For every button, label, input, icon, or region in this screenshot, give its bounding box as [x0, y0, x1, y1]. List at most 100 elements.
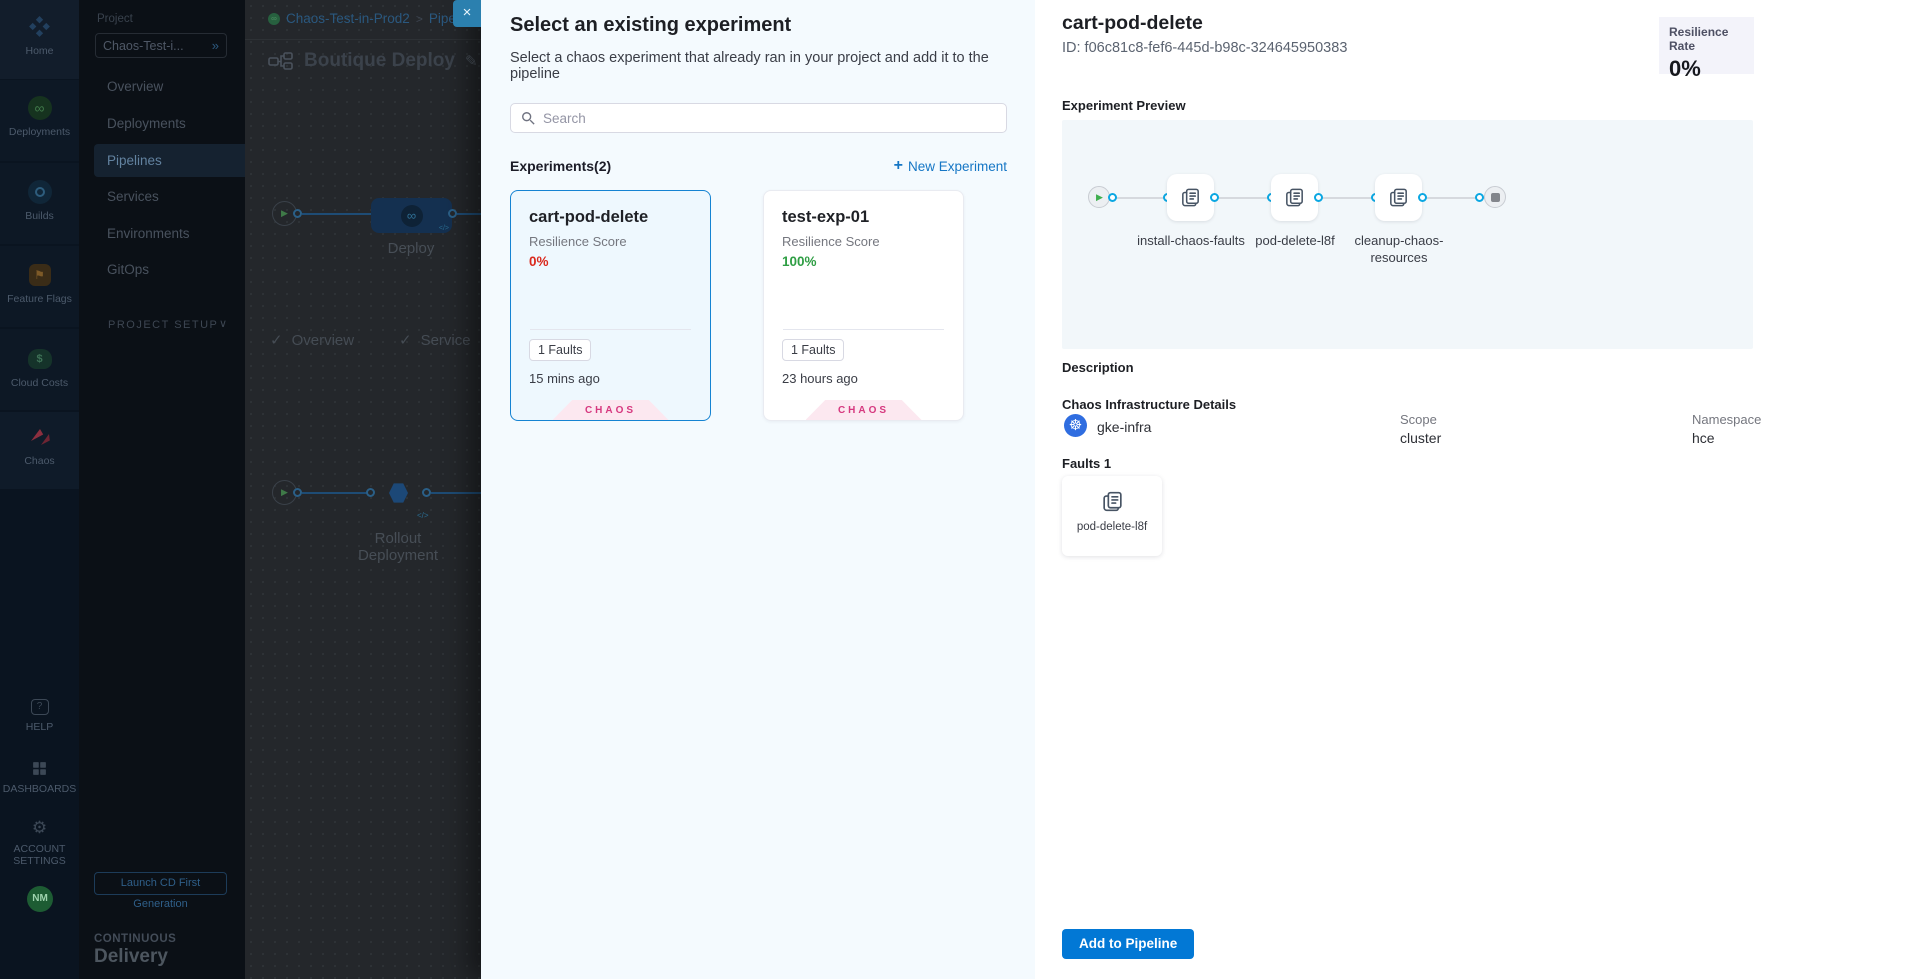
sidebar-item-builds[interactable]: Builds: [0, 179, 79, 222]
pipeline-title-row: Boutique Deploy ✎: [268, 50, 478, 72]
nav-item-deployments[interactable]: Deployments: [107, 116, 186, 131]
search-input[interactable]: [543, 110, 996, 126]
preview-end-node[interactable]: [1484, 186, 1506, 208]
select-experiment-modal: × Select an existing experiment Select a…: [453, 0, 1920, 979]
rollout-step-icon[interactable]: [389, 483, 408, 503]
experiments-count: Experiments(2): [510, 158, 612, 174]
launch-cd-first-gen-button[interactable]: Launch CD First Generation: [94, 872, 227, 910]
resilience-score-value: 0%: [529, 254, 549, 269]
deploy-stage-node[interactable]: ∞ </>: [371, 198, 452, 233]
tab-overview[interactable]: ✓ Overview: [270, 331, 354, 350]
rail-block: [0, 246, 79, 327]
chaos-brand-ribbon: CHAOS: [805, 400, 922, 420]
new-experiment-button[interactable]: + New Experiment: [894, 157, 1007, 175]
connector-line: [302, 492, 368, 494]
sidebar-item-chaos[interactable]: Chaos: [0, 424, 79, 467]
search-box[interactable]: [510, 103, 1007, 133]
new-experiment-label: New Experiment: [907, 158, 1007, 174]
faults-badge: 1 Faults: [529, 339, 592, 361]
sidebar-item-dashboards[interactable]: DASHBOARDS: [0, 758, 79, 795]
breadcrumb-project[interactable]: Chaos-Test-in-Prod2: [286, 11, 410, 26]
step-cleanup-chaos-resources[interactable]: [1375, 174, 1422, 221]
experiment-id: ID: f06c81c8-fef6-445d-b98c-324645950383: [1062, 40, 1348, 56]
connector-line: [457, 213, 481, 215]
nav-item-gitops[interactable]: GitOps: [107, 262, 150, 277]
harness-logo-icon: [0, 14, 79, 40]
sidebar-item-label: HELP: [25, 721, 54, 733]
edit-pencil-icon[interactable]: ✎: [464, 53, 478, 70]
pipeline-title: Boutique Deploy: [304, 50, 455, 71]
last-run-time: 15 mins ago: [529, 371, 600, 386]
feature-flags-icon: ⚑: [0, 262, 79, 288]
project-selector-value: Chaos-Test-i...: [103, 38, 184, 53]
nav-item-environments[interactable]: Environments: [107, 226, 190, 241]
module-sidebar: Home ∞ Deployments Builds ⚑ Feature Flag…: [0, 0, 79, 979]
preview-heading: Experiment Preview: [1062, 98, 1186, 113]
sidebar-item-help[interactable]: ? HELP: [0, 698, 79, 733]
code-badge: </>: [417, 511, 429, 520]
project-selector[interactable]: Chaos-Test-i... »: [95, 33, 227, 58]
node-port: [448, 209, 457, 218]
experiment-card-test-exp-01[interactable]: test-exp-01 Resilience Score 100% 1 Faul…: [763, 190, 964, 421]
close-icon[interactable]: ×: [453, 0, 481, 27]
resilience-rate-value: 0%: [1669, 56, 1701, 81]
manifest-icon: [1390, 188, 1407, 207]
chevron-down-icon: ∨: [219, 318, 228, 330]
nav-item-pipelines[interactable]: Pipelines: [107, 153, 162, 168]
stage-label: Deploy: [387, 240, 435, 257]
last-run-time: 23 hours ago: [782, 371, 858, 386]
experiment-picker-panel: Select an existing experiment Select a c…: [481, 0, 1035, 979]
experiment-card-cart-pod-delete[interactable]: cart-pod-delete Resilience Score 0% 1 Fa…: [510, 190, 711, 421]
step-pod-delete[interactable]: [1271, 174, 1318, 221]
node-port: [1314, 193, 1323, 202]
sidebar-item-label: ACCOUNT SETTINGS: [13, 843, 66, 867]
play-icon: ▶: [281, 487, 288, 497]
scope-value: cluster: [1400, 430, 1442, 446]
sidebar-item-account-settings[interactable]: ⚙ ACCOUNT SETTINGS: [0, 818, 79, 867]
project-module-icon: ∞: [268, 12, 280, 25]
check-icon: ✓: [270, 332, 283, 349]
user-avatar[interactable]: NM: [27, 886, 53, 912]
preview-start-node[interactable]: ▶: [1088, 186, 1110, 208]
sidebar-item-label: DASHBOARDS: [2, 783, 77, 795]
rail-block: [0, 412, 79, 489]
nav-item-services[interactable]: Services: [107, 189, 159, 204]
resilience-rate-box: Resilience Rate 0%: [1659, 17, 1754, 81]
node-port: [1418, 193, 1427, 202]
sidebar-item-label: Chaos: [24, 455, 55, 467]
sidebar-item-label: Deployments: [8, 126, 71, 138]
project-setup-toggle[interactable]: PROJECT SETUP: [108, 319, 219, 331]
tab-service[interactable]: ✓ Service: [399, 331, 471, 350]
chaos-icon: [0, 424, 79, 450]
sidebar-item-cloud-costs[interactable]: $ Cloud Costs: [0, 346, 79, 389]
card-divider: [783, 329, 944, 330]
faults-heading: Faults 1: [1062, 456, 1112, 471]
plus-icon: +: [893, 157, 903, 174]
play-icon: ▶: [1096, 191, 1103, 202]
step-install-chaos-faults[interactable]: [1167, 174, 1214, 221]
experiment-name: cart-pod-delete: [529, 208, 649, 226]
resilience-score-label: Resilience Score: [529, 234, 627, 249]
dashboards-icon: [0, 758, 79, 778]
sidebar-item-feature-flags[interactable]: ⚑ Feature Flags: [0, 262, 79, 305]
fault-card[interactable]: pod-delete-l8f: [1062, 476, 1162, 556]
nav-item-overview[interactable]: Overview: [107, 79, 164, 94]
check-icon: ✓: [399, 332, 412, 349]
step-label: Rollout Deployment: [338, 530, 458, 564]
cloud-costs-icon: $: [0, 346, 79, 372]
kubernetes-icon: ☸: [1064, 414, 1087, 437]
module-eyebrow: CONTINUOUS: [94, 933, 177, 945]
experiment-name: test-exp-01: [782, 208, 870, 226]
gear-icon: ⚙: [31, 818, 48, 837]
infra-name: gke-infra: [1097, 419, 1152, 435]
pipeline-icon: [268, 52, 293, 70]
infra-heading: Chaos Infrastructure Details: [1062, 397, 1237, 412]
sidebar-item-deployments[interactable]: ∞ Deployments: [0, 95, 79, 138]
sidebar-item-home[interactable]: Home: [0, 14, 79, 57]
modal-title: Select an existing experiment: [510, 14, 792, 36]
add-to-pipeline-button[interactable]: Add to Pipeline: [1062, 929, 1195, 959]
rail-block: [0, 80, 79, 161]
sidebar-item-label: Feature Flags: [7, 293, 72, 305]
step-label-line2: Deployment: [357, 547, 439, 564]
experiment-card-list: cart-pod-delete Resilience Score 0% 1 Fa…: [510, 190, 1007, 421]
